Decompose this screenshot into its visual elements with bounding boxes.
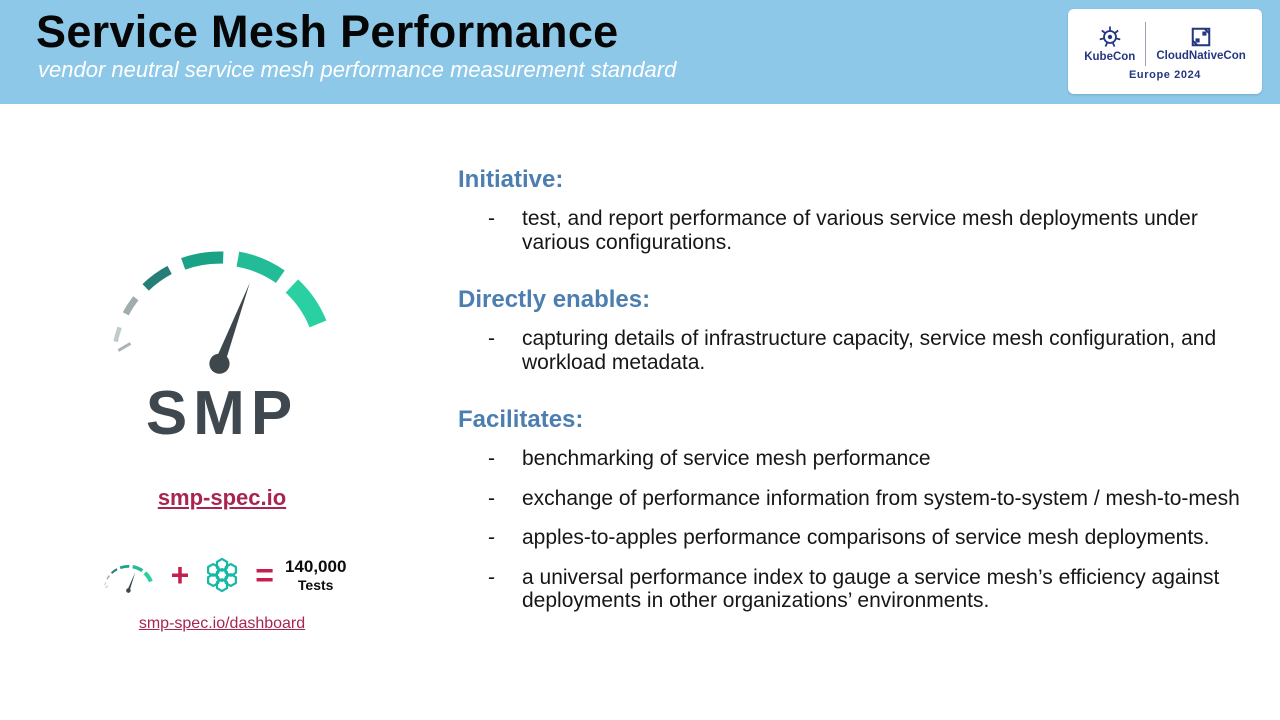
event-logo-row: KubeCon CloudNativeCon xyxy=(1084,22,1246,66)
section-directly-enables: Directly enables: - capturing details of… xyxy=(458,286,1240,374)
kubecon-logo: KubeCon xyxy=(1084,25,1135,63)
event-edition-label: Europe 2024 xyxy=(1128,69,1202,81)
bullet-marker: - xyxy=(488,565,495,589)
tests-unit: Tests xyxy=(297,576,334,593)
equals-sign: = xyxy=(255,556,274,593)
bullet-item: - apples-to-apples performance compariso… xyxy=(458,526,1240,550)
bullet-marker: - xyxy=(488,207,495,230)
tests-result: 140,000 Tests xyxy=(285,557,346,593)
kubernetes-helm-icon xyxy=(1099,26,1121,47)
bullet-text: test, and report performance of various … xyxy=(522,207,1198,254)
event-logo-badge: KubeCon CloudNativeCon Europe 2024 xyxy=(1068,9,1262,94)
gauge-icon xyxy=(98,556,160,594)
bullet-text: a universal performance index to gauge a… xyxy=(522,565,1220,613)
smp-gauge-logo xyxy=(88,212,356,379)
bullet-item: - test, and report performance of variou… xyxy=(458,207,1240,254)
dashboard-link[interactable]: smp-spec.io/dashboard xyxy=(138,614,306,632)
content-column: Initiative: - test, and report performan… xyxy=(458,166,1240,645)
plus-sign: + xyxy=(170,556,190,593)
smp-logo-column: SMP smp-spec.io + = 140,000 Tests smp-sp… xyxy=(62,212,382,633)
section-heading: Facilitates: xyxy=(458,406,584,434)
smp-spec-link[interactable]: smp-spec.io xyxy=(157,484,287,510)
bullet-item: - benchmarking of service mesh performan… xyxy=(458,447,1240,471)
bullet-item: - exchange of performance information fr… xyxy=(458,487,1240,511)
badge-divider xyxy=(1145,22,1147,66)
bullet-marker: - xyxy=(488,486,495,510)
bullet-marker: - xyxy=(488,526,495,550)
mesh-icon xyxy=(200,553,244,597)
tests-count: 140,000 xyxy=(284,557,347,577)
bullet-marker: - xyxy=(488,327,495,351)
cncf-icon xyxy=(1191,27,1211,47)
cloudnativecon-label: CloudNativeCon xyxy=(1156,50,1246,62)
kubecon-label: KubeCon xyxy=(1084,51,1136,63)
page-subtitle: vendor neutral service mesh performance … xyxy=(38,57,677,83)
section-initiative: Initiative: - test, and report performan… xyxy=(458,166,1240,254)
bullet-text: capturing details of infrastructure capa… xyxy=(522,327,1217,374)
bullet-text: apples-to-apples performance comparisons… xyxy=(522,526,1210,550)
bullet-item: - capturing details of infrastructure ca… xyxy=(458,327,1240,374)
smp-logo-text: SMP xyxy=(145,378,299,448)
section-facilitates: Facilitates: - benchmarking of service m… xyxy=(458,406,1240,613)
bullet-marker: - xyxy=(488,447,495,471)
section-heading: Initiative: xyxy=(458,166,564,193)
section-heading: Directly enables: xyxy=(458,286,651,314)
cloudnativecon-logo: CloudNativeCon xyxy=(1156,26,1246,62)
bullet-text: exchange of performance information from… xyxy=(522,486,1240,510)
tests-equation: + = 140,000 Tests xyxy=(62,553,382,597)
page-title: Service Mesh Performance xyxy=(36,6,619,57)
bullet-item: - a universal performance index to gauge… xyxy=(458,566,1240,613)
header-banner: Service Mesh Performance vendor neutral … xyxy=(0,0,1280,104)
bullet-text: benchmarking of service mesh performance xyxy=(522,447,931,471)
